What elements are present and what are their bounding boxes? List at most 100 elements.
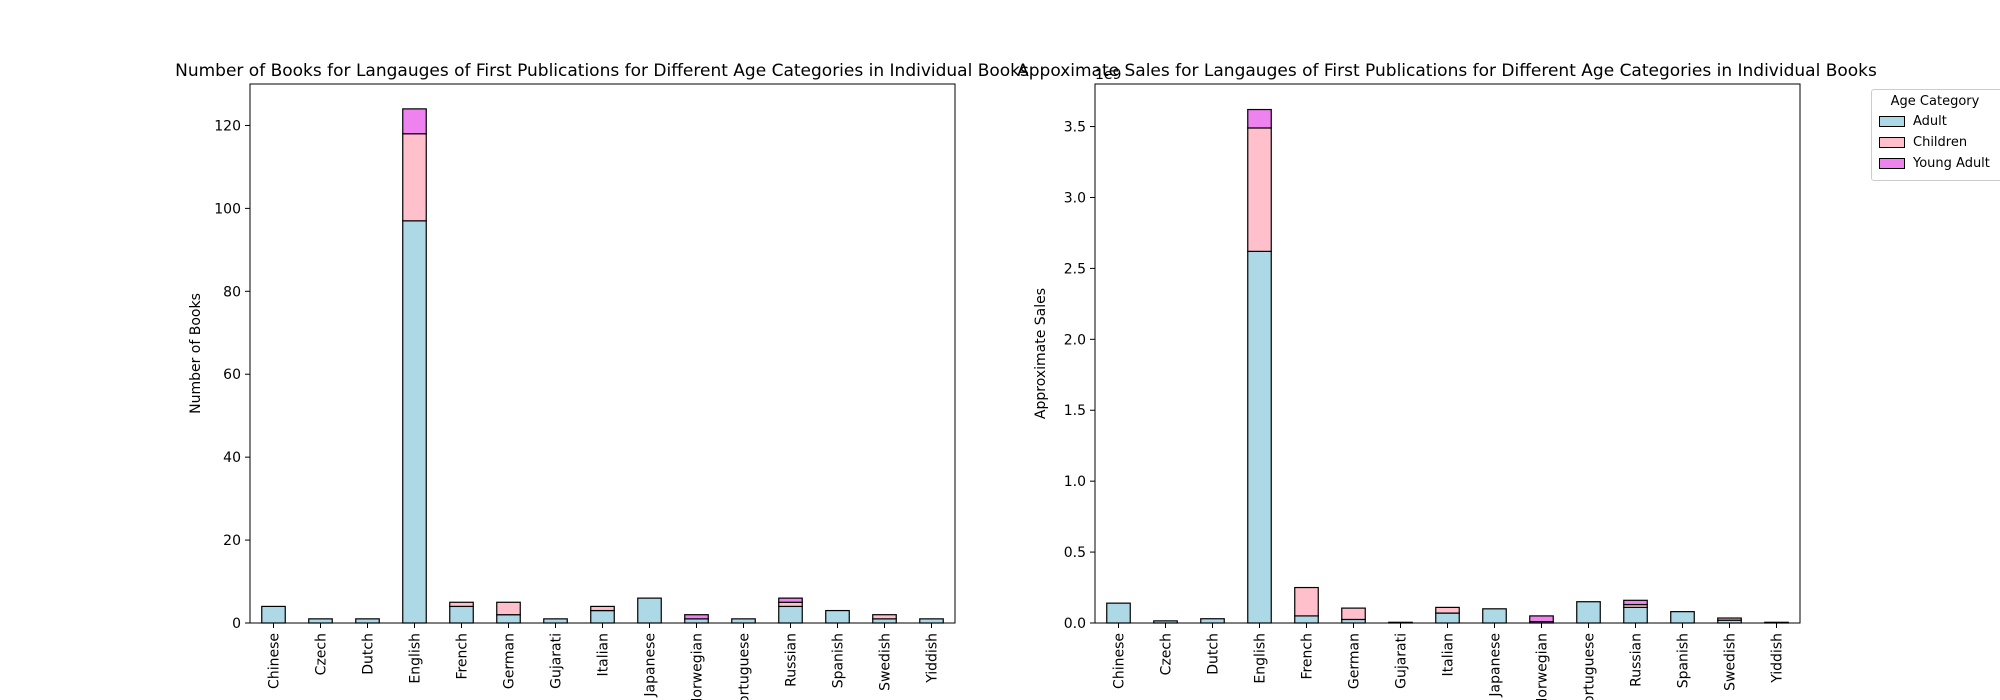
bar-children-german [1341,607,1366,621]
x-tick-label-portuguese: Portuguese [1582,633,1598,700]
bar-adult-swedish [872,618,897,624]
legend: Age Category Adult Children Young Adult [1871,89,2000,181]
x-tick-label-dutch: Dutch [1206,633,1222,675]
bar-children-english [402,133,427,222]
y-tick-label: 0 [232,616,241,632]
bar-adult-japanese [637,597,662,624]
x-tick-label-german: German [502,633,518,689]
x-tick-label-spanish: Spanish [831,633,847,688]
bar-adult-portuguese [1576,601,1601,624]
y-tick-label: 0.0 [1064,616,1086,632]
legend-swatch-young-adult [1879,158,1905,169]
y-tick-label: 2.0 [1064,332,1086,348]
x-tick-label-swedish: Swedish [878,633,894,691]
legend-swatch-adult [1879,116,1905,127]
legend-swatch-children [1879,137,1905,148]
x-tick-label-german: German [1347,633,1363,689]
legend-title: Age Category [1890,94,1980,109]
legend-item-adult: Adult [1879,114,1947,130]
x-tick-label-gujarati: Gujarati [549,633,565,689]
x-tick-label-french: French [455,633,471,680]
x-tick-label-chinese: Chinese [267,633,283,689]
x-tick-label-norwegian: Norwegian [690,633,706,700]
bar-children-german [496,601,521,616]
x-tick-label-italian: Italian [1441,633,1457,676]
x-tick-label-japanese: Japanese [643,633,659,698]
bar-children-russian [778,601,803,608]
y-tick-label: 1.5 [1064,403,1086,419]
books-count-chart: 0 20 40 60 80 100 120 Chinese Czech Dutch English F… [175,61,1029,700]
bar-children-swedish [872,614,897,620]
bar-children-english [1247,127,1272,252]
y-tick-label: 2.5 [1064,261,1086,277]
bar-children-french [1294,586,1319,617]
bar-adult-russian [1623,606,1648,624]
bar-young-adult-english [1247,108,1272,129]
axes-frame [249,83,956,624]
bar-adult-dutch [355,618,380,624]
bar-adult-spanish [825,609,850,624]
bar-adult-italian [1435,612,1460,624]
bar-young-adult-norwegian [684,614,709,620]
bar-adult-spanish [1670,611,1695,624]
y-tick-label: 3.5 [1064,120,1086,136]
bar-adult-japanese [1482,608,1507,624]
bar-adult-russian [778,605,803,624]
bar-children-french [449,601,474,608]
legend-label-adult: Adult [1913,114,1947,129]
bar-young-adult-russian [778,597,803,603]
legend-label-children: Children [1913,135,1968,150]
bar-children-italian [1435,606,1460,614]
chart-title: Number of Books for Langauges of First P… [175,61,1029,81]
y-tick-label: 1.0 [1064,474,1086,490]
bar-adult-czech [308,618,333,624]
legend-item-young-adult: Young Adult [1879,156,1990,172]
bar-children-swedish [1717,617,1742,621]
y-tick-label: 120 [214,118,241,134]
bar-adult-gujarati [543,618,568,624]
x-tick-label-swedish: Swedish [1723,633,1739,691]
axes-frame [1094,83,1801,624]
legend-label-young-adult: Young Adult [1913,156,1990,171]
bar-adult-norwegian [684,618,709,624]
y-offset-label: 1e9 [1095,67,1121,83]
bar-adult-english [1247,250,1272,624]
bar-young-adult-norwegian [1529,615,1554,623]
bar-adult-chinese [1106,602,1131,624]
y-tick-label: 3.0 [1064,190,1086,206]
chart-title: Appoximate Sales for Langauges of First … [1017,61,1877,81]
x-tick-label-russian: Russian [1629,633,1645,687]
legend-item-children: Children [1879,135,1967,151]
y-tick-label: 100 [214,201,241,217]
bar-adult-german [496,614,521,624]
bar-adult-yiddish [919,618,944,624]
bar-adult-italian [590,609,615,624]
y-tick-label: 0.5 [1064,545,1086,561]
bar-adult-english [402,220,427,624]
bar-young-adult-russian [1623,599,1648,606]
x-tick-label-russian: Russian [784,633,800,687]
x-tick-label-czech: Czech [314,633,330,675]
bar-adult-dutch [1200,618,1225,624]
x-tick-label-gujarati: Gujarati [1394,633,1410,689]
bar-adult-chinese [261,605,286,624]
x-tick-label-yiddish: Yiddish [925,633,941,684]
y-tick-label: 80 [223,284,241,300]
x-tick-label-italian: Italian [596,633,612,676]
x-tick-label-yiddish: Yiddish [1770,633,1786,684]
x-tick-label-czech: Czech [1159,633,1175,675]
bar-children-italian [590,605,615,612]
y-axis-label: Approximate Sales [1033,288,1049,419]
x-tick-label-portuguese: Portuguese [737,633,753,700]
x-tick-label-spanish: Spanish [1676,633,1692,688]
x-tick-label-french: French [1300,633,1316,680]
y-tick-label: 60 [223,367,241,383]
x-tick-label-japanese: Japanese [1488,633,1504,698]
bar-adult-french [449,605,474,624]
x-tick-label-english: English [1253,633,1269,684]
bar-young-adult-english [402,108,427,135]
y-tick-label: 40 [223,450,241,466]
x-tick-label-dutch: Dutch [361,633,377,675]
y-tick-label: 20 [223,533,241,549]
